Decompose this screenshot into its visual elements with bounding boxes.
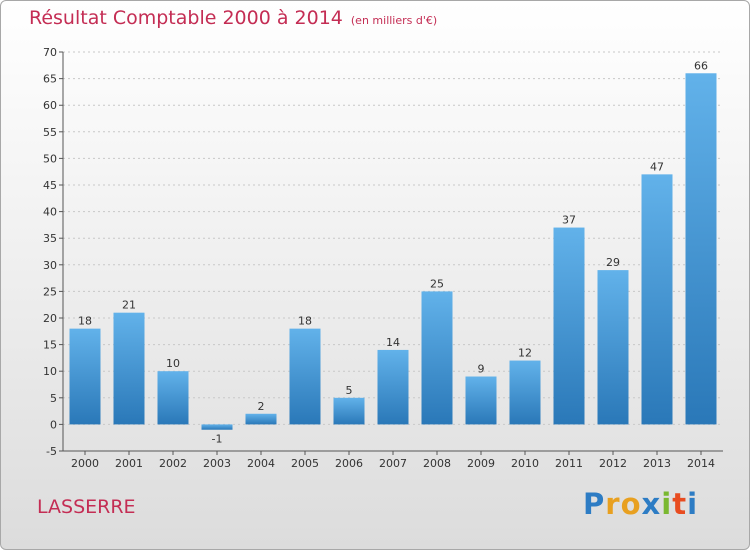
data-label: 10 [166,357,180,370]
bar-2004 [245,413,277,425]
y-tick-label: 50 [43,152,57,165]
y-tick-label: 60 [43,99,57,112]
y-tick-label: -5 [46,445,57,458]
x-tick-label: 2001 [115,457,143,470]
x-tick-label: 2013 [643,457,671,470]
data-label: 37 [562,214,576,227]
bar-2009 [465,376,497,425]
data-label: 18 [78,315,92,328]
x-tick-label: 2006 [335,457,363,470]
brand-letter: t [672,487,688,521]
bar-2006 [333,397,365,425]
x-tick-label: 2005 [291,457,319,470]
y-tick-label: 55 [43,126,57,139]
bar-2002 [157,371,189,425]
x-tick-label: 2002 [159,457,187,470]
brand-letter: o [620,487,642,521]
data-label: 18 [298,315,312,328]
bar-2010 [509,360,541,425]
data-label: 2 [258,400,265,413]
data-label: 12 [518,347,532,360]
x-tick-label: 2010 [511,457,539,470]
y-tick-label: 10 [43,365,57,378]
x-tick-label: 2003 [203,457,231,470]
x-tick-label: 2014 [687,457,715,470]
bar-2012 [597,270,629,425]
y-tick-label: 45 [43,179,57,192]
y-tick-label: 20 [43,312,57,325]
brand-logo: Proxiti [583,487,698,521]
bar-2000 [69,328,101,425]
bar-2008 [421,291,453,425]
bar-2001 [113,312,145,425]
brand-letter: i [687,487,699,521]
bars [69,73,717,430]
commune-name: LASSERRE [37,496,136,518]
y-tick-label: 40 [43,206,57,219]
chart-title: Résultat Comptable 2000 à 2014 (en millie… [29,7,437,29]
x-tick-label: 2012 [599,457,627,470]
y-tick-label: 35 [43,232,57,245]
data-label: 14 [386,336,400,349]
data-label: 29 [606,256,620,269]
y-tick-label: 25 [43,285,57,298]
chart-subtitle: (en milliers d'€) [350,14,438,27]
x-tick-label: 2004 [247,457,275,470]
bar-2005 [289,328,321,425]
x-tick-label: 2011 [555,457,583,470]
x-tick-label: 2008 [423,457,451,470]
data-label: 25 [430,277,444,290]
brand-letter: r [605,487,621,521]
bar-2014 [685,73,717,425]
brand-letter: i [661,487,673,521]
y-tick-label: 15 [43,339,57,352]
bar-2013 [641,174,673,425]
y-tick-label: 65 [43,73,57,86]
data-label: 21 [122,299,136,312]
bar-2007 [377,349,409,425]
x-tick-label: 2000 [71,457,99,470]
data-label: 47 [650,160,664,173]
data-label: 66 [694,59,708,72]
brand-letter: P [583,487,606,521]
data-label: 5 [346,384,353,397]
brand-letter: x [641,487,662,521]
data-label: -1 [212,433,223,446]
data-labels: 18 21 10 -1 2 18 5 14 25 9 12 37 29 47 66 [78,59,708,445]
y-tick-label: 0 [50,418,57,431]
y-tick-label: 5 [50,392,57,405]
y-tick-label: 30 [43,259,57,272]
data-label: 9 [478,363,485,376]
x-tick-label: 2009 [467,457,495,470]
bar-2003 [201,424,233,430]
bar-2011 [553,227,585,425]
title-text: Résultat Comptable 2000 à 2014 [29,7,343,29]
y-tick-label: 70 [43,46,57,59]
x-tick-label: 2007 [379,457,407,470]
